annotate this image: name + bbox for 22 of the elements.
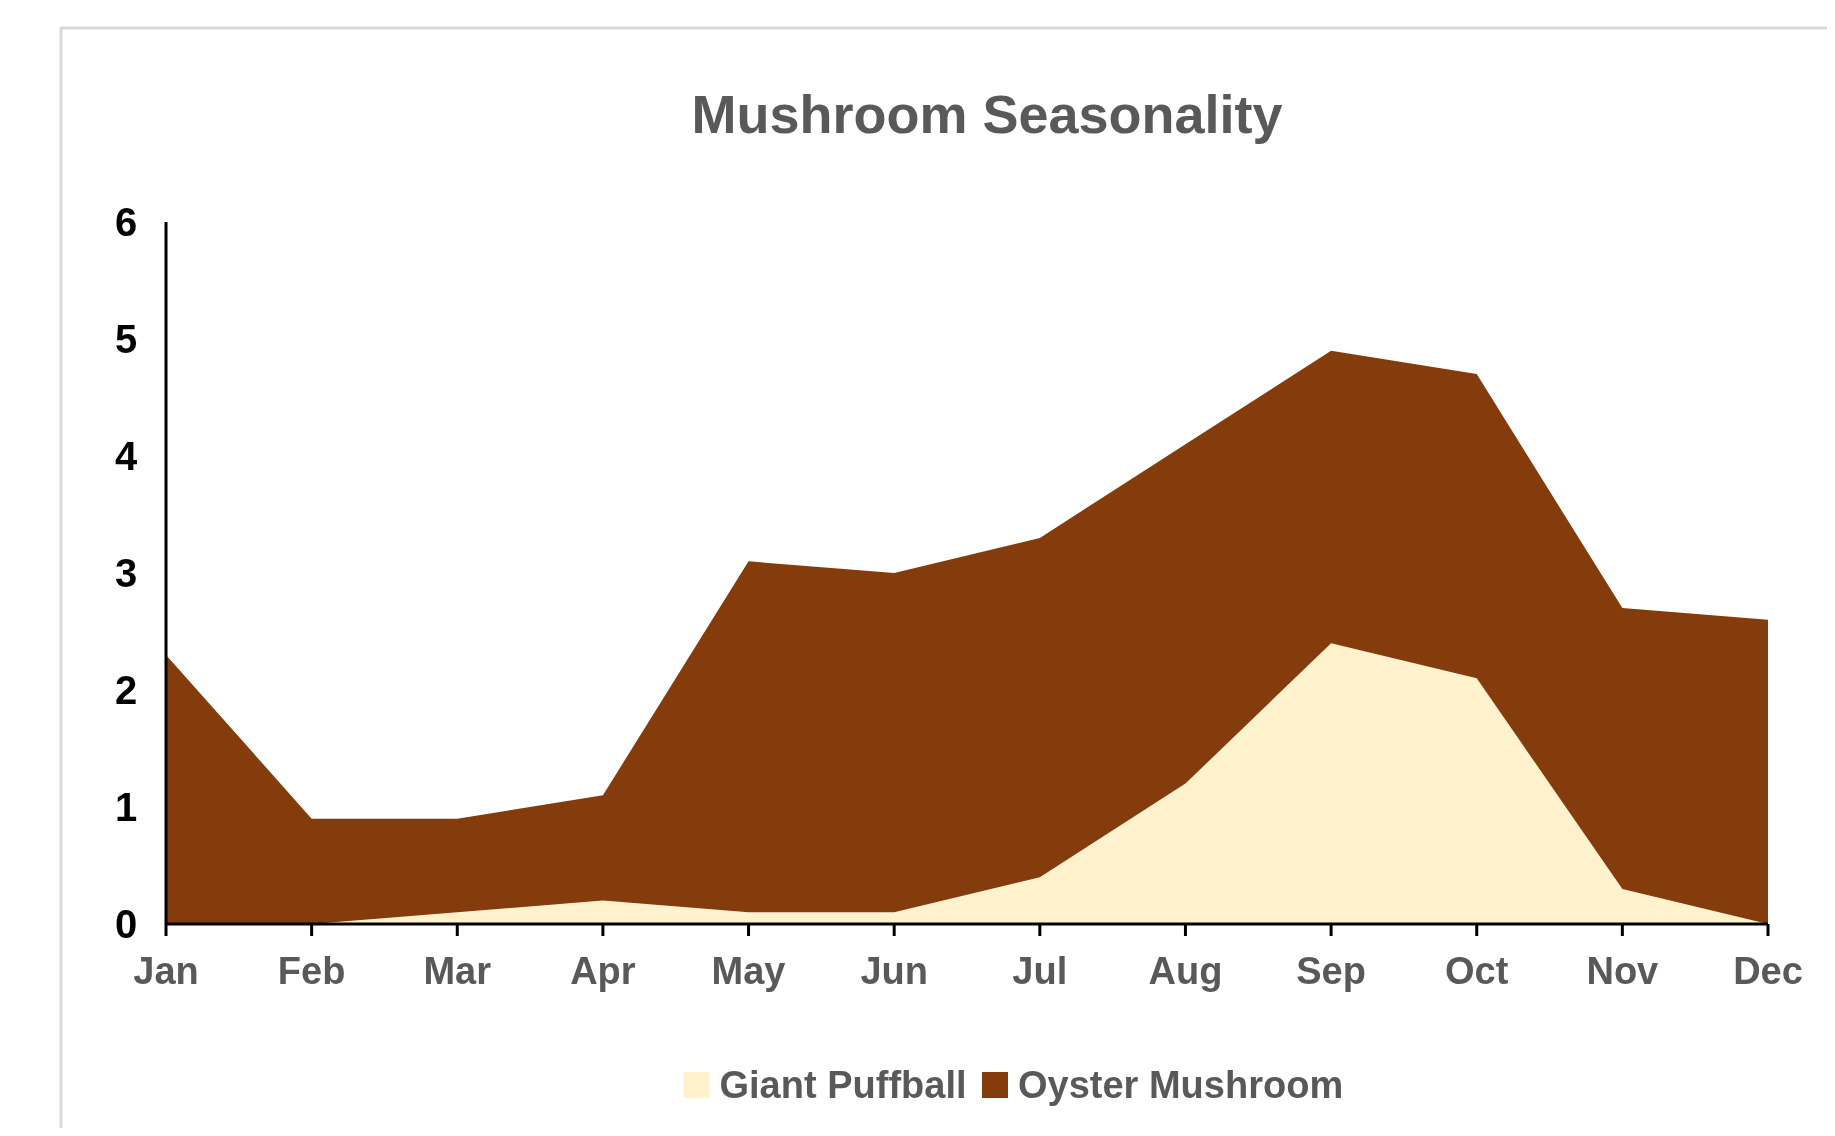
x-tick-label: Nov [1586,950,1659,992]
x-tick-label: Oct [1445,950,1509,992]
y-tick-label: 3 [114,551,138,595]
y-tick-label: 1 [114,785,138,829]
x-tick-label: Aug [1148,950,1223,992]
x-tick-label: May [711,950,786,992]
y-tick-label: 2 [114,668,138,712]
x-tick-label: Mar [423,950,492,992]
y-tick-label: 6 [114,200,138,244]
x-tick-label: Jun [860,950,928,992]
legend-label: Giant Puffball [719,1064,967,1107]
y-tick-label: 5 [114,317,138,361]
x-tick-label: Jan [133,950,199,992]
x-tick-label: Feb [277,950,346,992]
legend-label: Oyster Mushroom [1018,1064,1344,1107]
y-tick-label: 0 [114,902,138,946]
x-tick-label: Apr [570,950,636,992]
y-tick-label: 4 [114,434,138,478]
x-tick-label: Sep [1296,950,1366,992]
x-tick-label: Jul [1012,950,1068,992]
chart-title: Mushroom Seasonality [691,84,1283,144]
x-tick-label: Dec [1733,950,1803,992]
